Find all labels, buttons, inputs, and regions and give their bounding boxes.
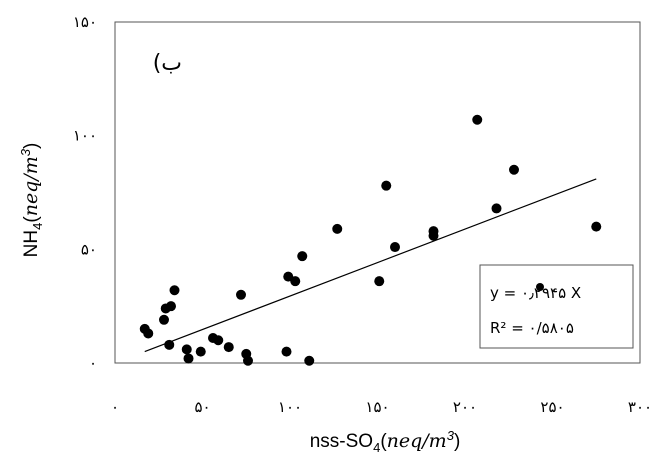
data-point-20 bbox=[304, 355, 315, 366]
data-point-12 bbox=[223, 342, 234, 353]
data-point-16 bbox=[281, 346, 292, 357]
x-tick-label-3: ۱۵۰ bbox=[365, 398, 389, 416]
data-point-2 bbox=[159, 314, 169, 325]
x-axis-title: nss-SO4(neq/m3) bbox=[310, 428, 461, 455]
x-tick-label-5: ۲۵۰ bbox=[540, 398, 564, 416]
data-point-18 bbox=[290, 276, 301, 287]
data-point-23 bbox=[381, 180, 392, 191]
panel-label: (ب bbox=[153, 51, 182, 76]
y-tick-label-2: ۱۰۰ bbox=[73, 127, 97, 145]
data-point-28 bbox=[491, 203, 502, 214]
y-tick-label-0: ۰ bbox=[89, 354, 97, 372]
data-point-1 bbox=[143, 328, 154, 339]
data-point-21 bbox=[332, 223, 343, 234]
y-axis-title: NH4(neq/m3) bbox=[18, 143, 45, 258]
equation-bullet bbox=[536, 283, 544, 291]
x-tick-label-6: ۳۰۰ bbox=[628, 398, 652, 416]
x-tick-label-1: ۵۰ bbox=[194, 398, 210, 416]
data-point-9 bbox=[195, 346, 206, 357]
data-point-11 bbox=[213, 335, 224, 346]
x-tick-label-0: ۰ bbox=[111, 398, 119, 416]
data-point-26 bbox=[428, 226, 439, 237]
data-point-13 bbox=[236, 289, 246, 300]
y-tick-label-3: ۱۵۰ bbox=[73, 13, 97, 31]
x-tick-label-2: ۱۰۰ bbox=[278, 398, 302, 416]
data-point-27 bbox=[472, 114, 483, 125]
data-point-30 bbox=[591, 221, 602, 232]
data-point-5 bbox=[166, 301, 176, 312]
data-point-19 bbox=[297, 251, 308, 262]
equation-line-2: R² = ۰/۵۸۰۵ bbox=[490, 319, 574, 337]
data-point-29 bbox=[509, 164, 519, 175]
y-tick-label-1: ۵۰ bbox=[81, 240, 97, 258]
data-point-22 bbox=[374, 276, 385, 287]
x-axis-ticks: ۰ ۵۰ ۱۰۰ ۱۵۰ ۲۰۰ ۲۵۰ ۳۰۰ bbox=[111, 398, 652, 416]
trendline-group bbox=[144, 178, 597, 353]
data-point-4 bbox=[164, 339, 175, 350]
trendline bbox=[144, 178, 597, 353]
data-points bbox=[139, 114, 602, 366]
data-point-7 bbox=[181, 344, 192, 355]
data-point-8 bbox=[183, 353, 194, 364]
equation-box bbox=[479, 264, 634, 349]
equation-line-1: y = ۰٫۲۹۴۵ X bbox=[490, 284, 581, 302]
data-point-15 bbox=[243, 355, 253, 366]
data-point-6 bbox=[169, 285, 180, 296]
x-tick-label-4: ۲۰۰ bbox=[453, 398, 477, 416]
data-point-24 bbox=[390, 242, 400, 253]
y-axis-ticks: ۰ ۵۰ ۱۰۰ ۱۵۰ bbox=[73, 13, 97, 372]
plot-frame bbox=[114, 21, 641, 364]
